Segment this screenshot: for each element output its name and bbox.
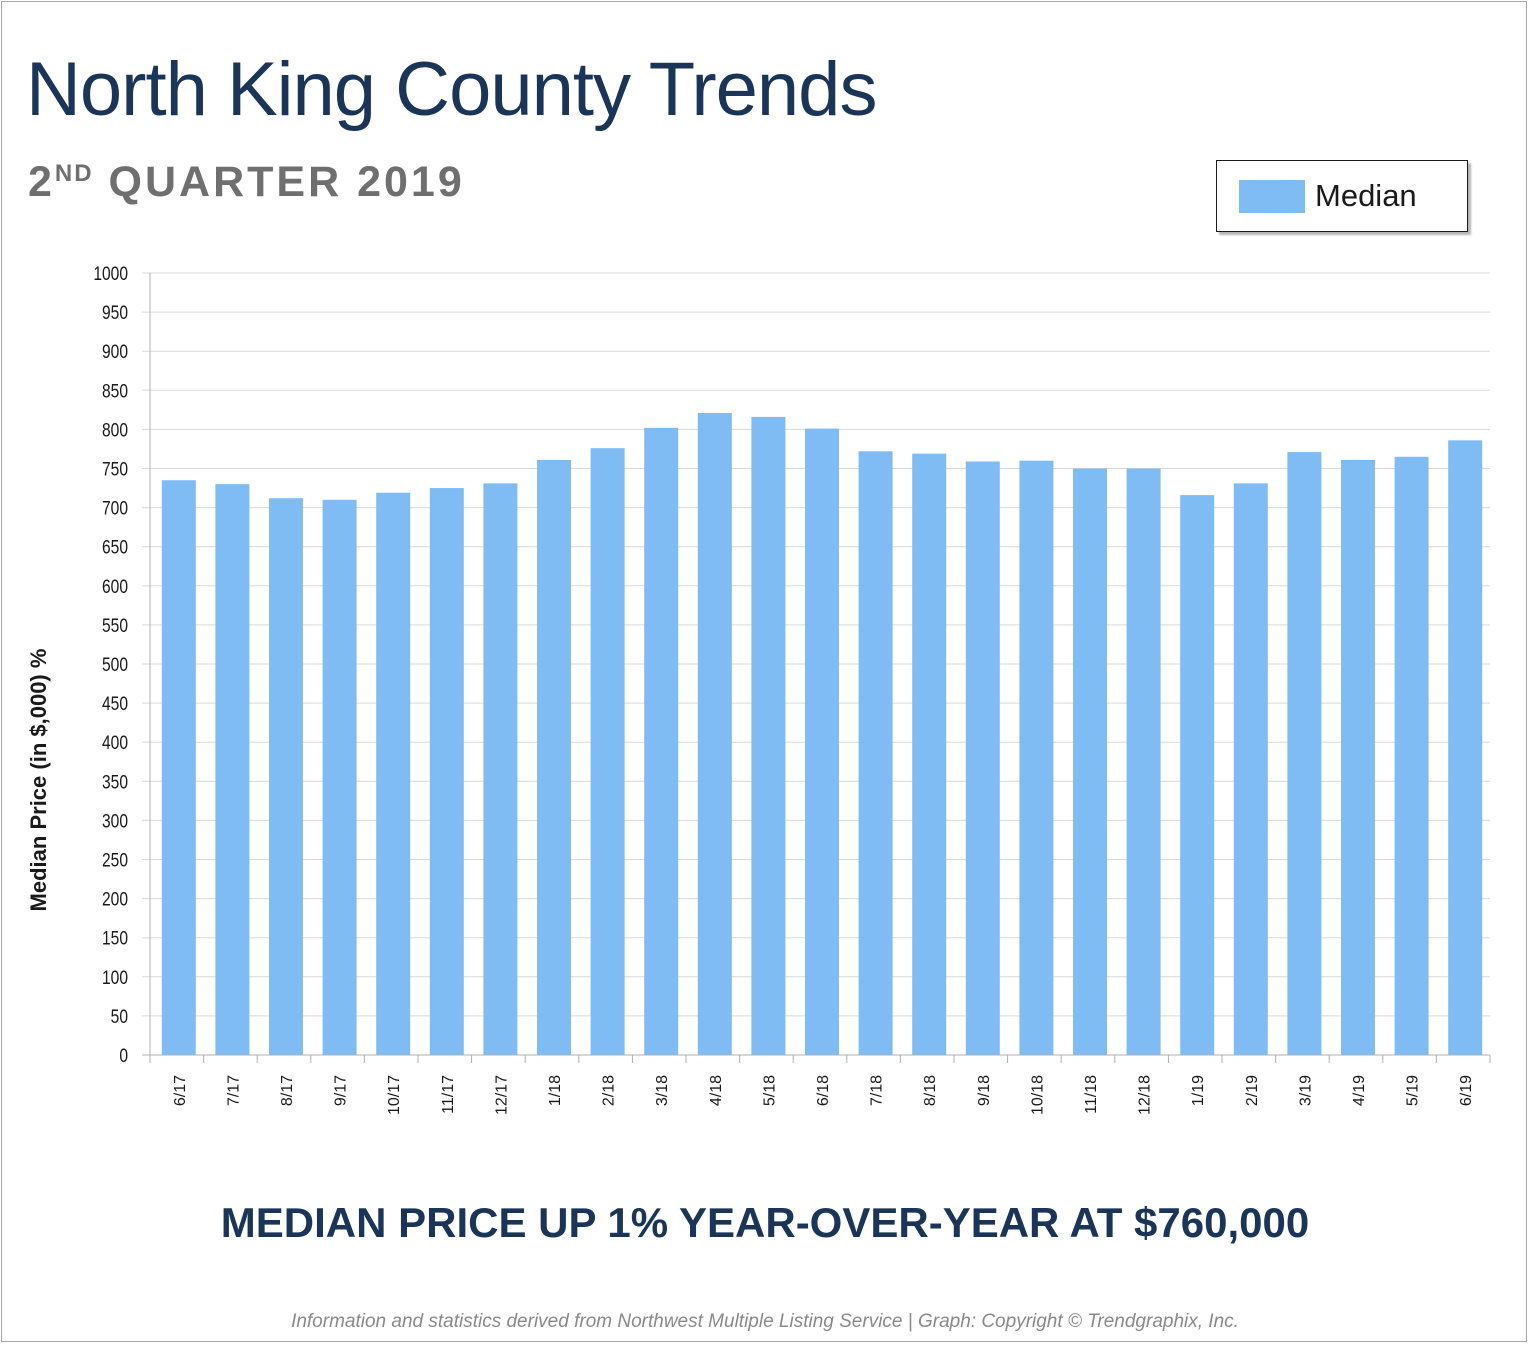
subtitle-ordinal: 2	[28, 158, 55, 206]
bar-6/17	[161, 480, 196, 1056]
x-tick-label: 3/18	[654, 1075, 671, 1106]
y-tick-label: 650	[102, 536, 128, 558]
bar-9/18	[965, 461, 1000, 1055]
x-tick-label: 1/18	[547, 1075, 564, 1106]
x-tick-label: 4/19	[1351, 1075, 1368, 1106]
x-tick-label: 6/19	[1458, 1075, 1475, 1106]
y-axis-label: Median Price (in $,000) %	[26, 649, 51, 912]
page-subtitle: 2ND QUARTER 2019	[28, 150, 465, 206]
headline-stat: MEDIAN PRICE UP 1% YEAR-OVER-YEAR AT $76…	[220, 1199, 1310, 1246]
x-tick-label: 10/17	[386, 1075, 403, 1115]
y-tick-label: 900	[102, 341, 128, 363]
x-tick-label: 5/18	[761, 1075, 778, 1106]
bar-5/18	[751, 416, 786, 1055]
page-title: North King County Trends	[26, 47, 877, 132]
x-tick-label: 8/17	[279, 1075, 296, 1106]
x-tick-label: 6/18	[815, 1075, 832, 1106]
legend-label: Median	[1315, 178, 1417, 213]
bar-12/18	[1126, 468, 1161, 1055]
bar-11/18	[1073, 468, 1107, 1055]
x-tick-label: 11/18	[1083, 1075, 1100, 1114]
x-tick-label: 11/17	[440, 1075, 457, 1114]
x-tick-label: 10/18	[1029, 1075, 1046, 1115]
y-tick-label: 350	[102, 771, 128, 793]
x-tick-label: 4/18	[708, 1075, 725, 1106]
bar-3/19	[1287, 452, 1322, 1055]
x-tick-label: 7/17	[225, 1075, 242, 1106]
bar-chart: 0 50 100 150 200 250 300 350 400 450 500 550 600 650 7…	[26, 263, 1491, 1115]
bar-1/18	[537, 459, 571, 1055]
subtitle-text: QUARTER 2019	[108, 158, 465, 206]
bar-11/17	[429, 488, 464, 1055]
bar-6/18	[805, 428, 839, 1055]
x-tick-label: 9/17	[333, 1075, 350, 1106]
x-tick-label: 12/18	[1137, 1075, 1154, 1115]
bar-10/18	[1019, 460, 1054, 1055]
y-tick-label: 400	[102, 732, 128, 754]
bar-2/18	[590, 448, 625, 1056]
chart-legend: Median	[1216, 160, 1468, 232]
y-tick-label: 750	[102, 458, 128, 480]
bar-7/18	[858, 451, 893, 1055]
y-tick-label: 150	[102, 927, 128, 949]
y-tick-label: 50	[111, 1005, 128, 1027]
x-tick-label: 9/18	[976, 1075, 993, 1106]
y-tick-label: 0	[119, 1045, 128, 1067]
y-tick-label: 200	[102, 888, 128, 910]
x-tick-label: 6/17	[172, 1075, 189, 1106]
x-tick-label: 2/18	[601, 1075, 618, 1106]
bar-10/17	[376, 492, 411, 1055]
bar-1/19	[1180, 495, 1215, 1055]
y-tick-label: 250	[102, 849, 128, 871]
y-tick-label: 1000	[93, 263, 128, 285]
chart-bars	[161, 412, 1483, 1056]
legend-swatch	[1239, 180, 1305, 213]
x-tick-label: 3/19	[1297, 1075, 1314, 1106]
chart-axes	[149, 273, 1490, 1056]
y-tick-label: 450	[102, 693, 128, 715]
y-tick-label: 800	[102, 419, 128, 441]
x-tick-label: 5/19	[1405, 1075, 1422, 1106]
bar-9/17	[322, 499, 357, 1055]
bar-4/19	[1341, 459, 1375, 1055]
y-tick-label: 950	[102, 302, 128, 324]
y-tick-label: 500	[102, 654, 128, 676]
y-tick-label: 100	[102, 966, 128, 988]
bar-8/18	[912, 453, 947, 1056]
y-tick-label: 550	[102, 614, 128, 636]
y-tick-label: 600	[102, 575, 128, 597]
subtitle-ordinal-suffix: ND	[54, 160, 94, 187]
bar-3/18	[644, 427, 679, 1055]
x-tick-label: 1/19	[1190, 1075, 1207, 1106]
bar-8/17	[269, 498, 303, 1055]
bar-2/19	[1233, 483, 1268, 1055]
y-tick-label: 850	[102, 380, 128, 402]
y-tick-label: 700	[102, 497, 128, 519]
bar-5/19	[1394, 456, 1429, 1055]
x-tick-label: 12/17	[493, 1075, 510, 1115]
bar-6/19	[1448, 440, 1483, 1055]
x-tick-label: 8/18	[922, 1075, 939, 1106]
bar-7/17	[215, 484, 250, 1055]
x-tick-label: 7/18	[869, 1075, 886, 1106]
x-tick-label: 2/19	[1244, 1075, 1261, 1106]
bar-12/17	[483, 483, 518, 1055]
y-tick-label: 300	[102, 810, 128, 832]
x-axis-ticks: 6/17 7/17 8/17 9/17 10/17 11/17 12/17 1/18 2/18 3…	[149, 1055, 1491, 1115]
y-axis-ticks: 0 50 100 150 200 250 300 350 400 450 500 550 600 650 7…	[93, 263, 128, 1067]
source-footer: Information and statistics derived from …	[291, 1311, 1239, 1332]
bar-4/18	[697, 412, 732, 1055]
